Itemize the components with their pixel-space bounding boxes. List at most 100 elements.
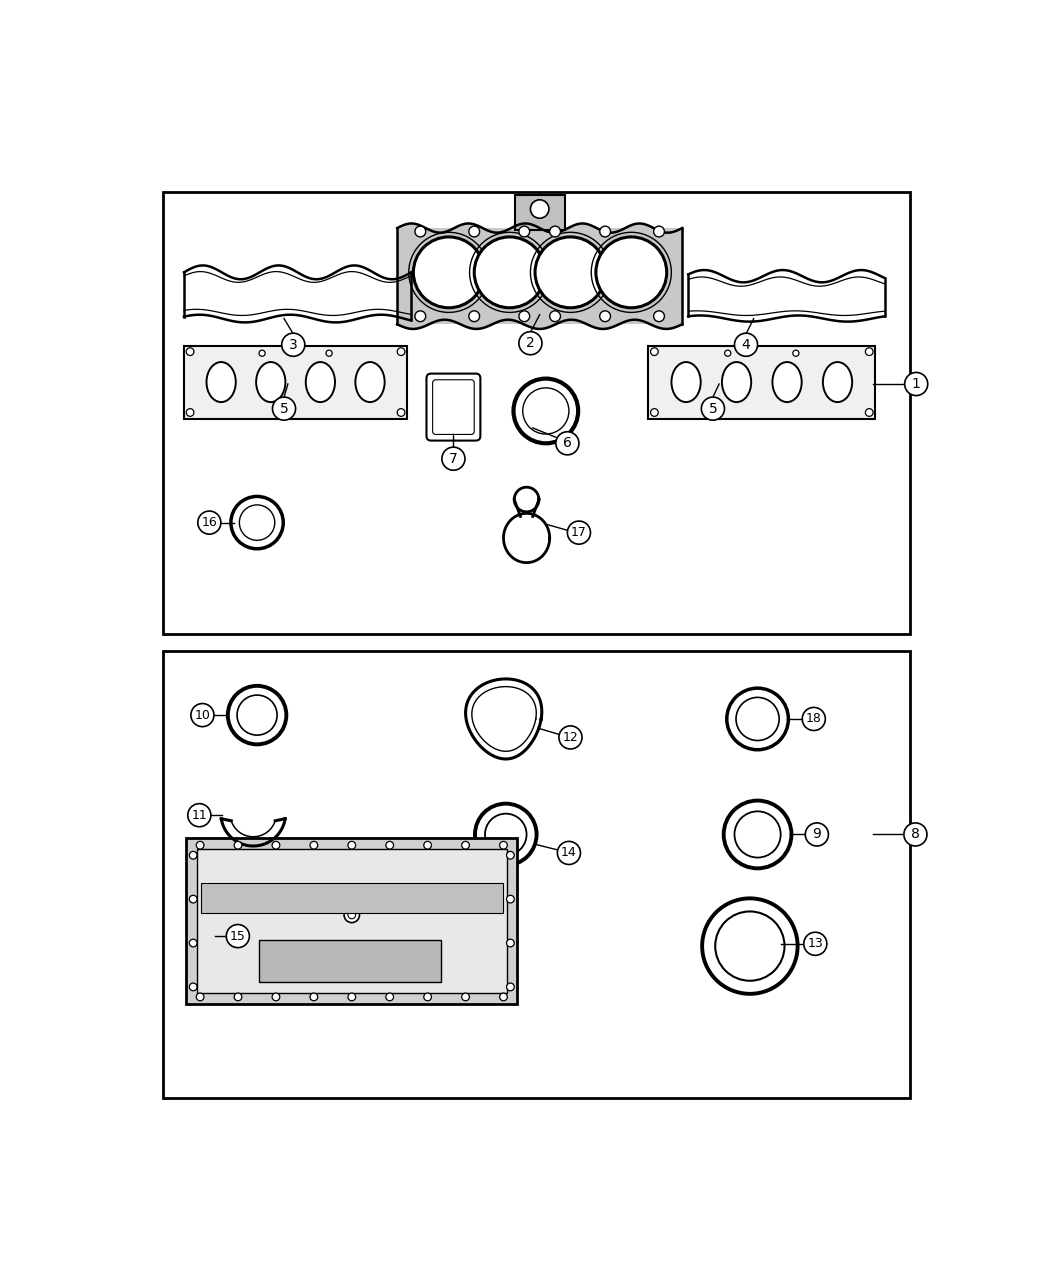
- Circle shape: [234, 842, 242, 849]
- Circle shape: [226, 924, 250, 947]
- Circle shape: [530, 200, 549, 218]
- Bar: [259, 940, 441, 982]
- Circle shape: [228, 686, 287, 745]
- Circle shape: [188, 803, 211, 826]
- Bar: [201, 884, 503, 913]
- Text: 5: 5: [279, 402, 289, 416]
- Circle shape: [424, 842, 432, 849]
- Circle shape: [555, 432, 579, 455]
- Circle shape: [651, 409, 658, 417]
- Polygon shape: [222, 819, 286, 847]
- Circle shape: [506, 895, 514, 903]
- Bar: [397, 228, 682, 324]
- Circle shape: [735, 811, 781, 858]
- Ellipse shape: [207, 362, 236, 402]
- Text: 16: 16: [202, 516, 217, 529]
- Circle shape: [231, 496, 284, 548]
- Bar: [163, 652, 910, 1098]
- Circle shape: [196, 842, 204, 849]
- Circle shape: [793, 351, 799, 356]
- Circle shape: [385, 842, 394, 849]
- Circle shape: [519, 311, 529, 321]
- Text: 14: 14: [561, 847, 576, 859]
- Circle shape: [348, 842, 356, 849]
- Circle shape: [415, 226, 425, 237]
- Circle shape: [239, 505, 275, 541]
- Text: 7: 7: [449, 451, 458, 465]
- Circle shape: [414, 237, 484, 307]
- Circle shape: [519, 332, 542, 354]
- Text: 18: 18: [805, 713, 822, 725]
- Circle shape: [865, 348, 874, 356]
- Circle shape: [506, 983, 514, 991]
- Circle shape: [651, 348, 658, 356]
- Circle shape: [189, 895, 197, 903]
- FancyBboxPatch shape: [433, 380, 475, 435]
- Circle shape: [424, 993, 432, 1001]
- Text: 12: 12: [563, 731, 579, 743]
- Text: 4: 4: [741, 338, 751, 352]
- Text: 8: 8: [911, 827, 920, 842]
- Circle shape: [805, 822, 828, 847]
- Text: 11: 11: [191, 808, 207, 821]
- Circle shape: [397, 348, 405, 356]
- Text: 17: 17: [571, 527, 587, 539]
- Circle shape: [727, 688, 789, 750]
- Ellipse shape: [823, 362, 853, 402]
- Circle shape: [385, 993, 394, 1001]
- Circle shape: [600, 226, 610, 237]
- Circle shape: [485, 813, 527, 856]
- Circle shape: [189, 940, 197, 947]
- Circle shape: [237, 695, 277, 736]
- Circle shape: [310, 842, 318, 849]
- Ellipse shape: [671, 362, 700, 402]
- Bar: [197, 849, 506, 993]
- Circle shape: [550, 226, 561, 237]
- Circle shape: [904, 822, 927, 847]
- Bar: [648, 346, 876, 418]
- Bar: [514, 195, 565, 230]
- Circle shape: [653, 226, 665, 237]
- Circle shape: [397, 409, 405, 417]
- Circle shape: [550, 311, 561, 321]
- Circle shape: [715, 912, 784, 980]
- Circle shape: [234, 993, 242, 1001]
- Circle shape: [189, 983, 197, 991]
- Circle shape: [272, 842, 279, 849]
- Text: 6: 6: [563, 436, 572, 450]
- Circle shape: [724, 351, 731, 356]
- Circle shape: [905, 372, 928, 395]
- Circle shape: [558, 842, 581, 864]
- Circle shape: [600, 311, 610, 321]
- Text: 3: 3: [289, 338, 297, 352]
- Polygon shape: [514, 487, 539, 511]
- Text: 1: 1: [911, 377, 921, 391]
- Circle shape: [519, 226, 529, 237]
- Ellipse shape: [722, 362, 751, 402]
- Circle shape: [196, 993, 204, 1001]
- Circle shape: [272, 397, 296, 421]
- Circle shape: [189, 852, 197, 859]
- Circle shape: [506, 852, 514, 859]
- Bar: [163, 191, 910, 634]
- Ellipse shape: [355, 362, 384, 402]
- Text: 5: 5: [709, 402, 717, 416]
- Circle shape: [500, 842, 507, 849]
- Polygon shape: [504, 514, 550, 562]
- Circle shape: [653, 311, 665, 321]
- Bar: [186, 838, 518, 1003]
- Circle shape: [475, 803, 537, 866]
- Text: 9: 9: [813, 827, 821, 842]
- Circle shape: [559, 725, 582, 748]
- Circle shape: [344, 908, 359, 923]
- Circle shape: [802, 708, 825, 731]
- Circle shape: [475, 237, 545, 307]
- Circle shape: [348, 912, 356, 919]
- Circle shape: [736, 697, 779, 741]
- Circle shape: [596, 237, 667, 307]
- Circle shape: [567, 521, 590, 544]
- Circle shape: [326, 351, 332, 356]
- Circle shape: [804, 932, 827, 955]
- Circle shape: [462, 842, 469, 849]
- Circle shape: [506, 940, 514, 947]
